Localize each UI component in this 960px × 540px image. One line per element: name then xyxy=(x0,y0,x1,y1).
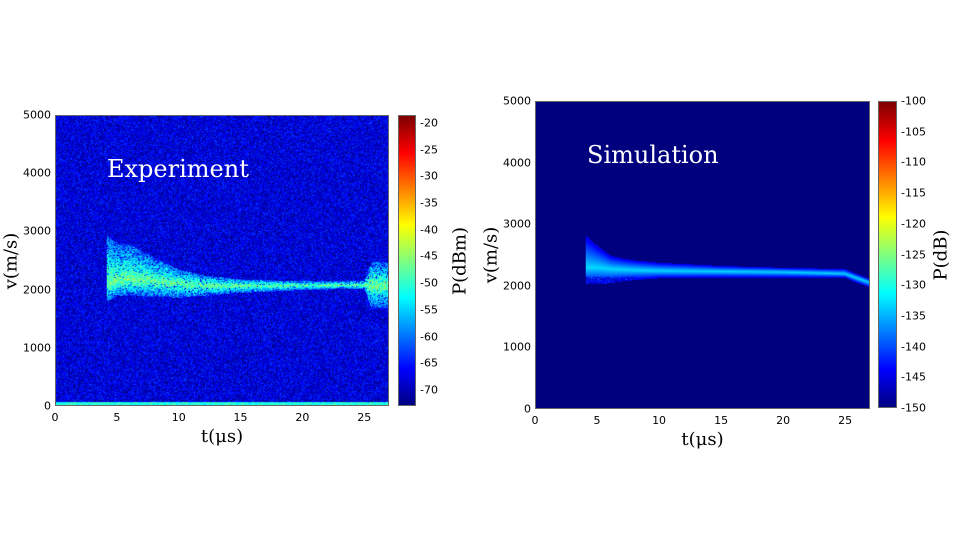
simulation-y-tick-label: 1000 xyxy=(503,340,531,354)
experiment-x-tick-label: 5 xyxy=(113,411,121,424)
simulation-colorbar-tick-label: -135 xyxy=(901,309,926,323)
simulation-colorbar-tick-label: -105 xyxy=(901,125,926,139)
simulation-x-tick-label: 20 xyxy=(776,414,791,427)
simulation-y-tick-label: 3000 xyxy=(503,217,531,231)
simulation-colorbar xyxy=(878,101,897,408)
experiment-y-tick-label: 0 xyxy=(44,399,51,413)
simulation-x-tick-label: 0 xyxy=(531,414,539,427)
simulation-colorbar-label: P(dB) xyxy=(930,229,952,280)
experiment-x-axis-label: t(μs) xyxy=(200,426,244,447)
experiment-colorbar-tick-label: -60 xyxy=(420,330,438,344)
simulation-heatmap xyxy=(535,101,870,409)
experiment-annotation: Experiment xyxy=(107,155,249,183)
experiment-colorbar-tick-label: -55 xyxy=(420,303,438,317)
simulation-colorbar-tick-label: -125 xyxy=(901,248,926,261)
experiment-colorbar-label: P(dBm) xyxy=(449,226,471,295)
simulation-colorbar-tick-label: -150 xyxy=(901,401,926,415)
experiment-x-tick-label: 25 xyxy=(357,411,372,424)
experiment-colorbar-tick-label: -45 xyxy=(420,249,438,263)
simulation-colorbar-tick-label: -130 xyxy=(901,278,926,292)
simulation-colorbar-tick-label: -120 xyxy=(901,217,926,231)
simulation-colorbar-tick-label: -140 xyxy=(901,340,926,354)
simulation-y-tick-label: 5000 xyxy=(503,94,531,108)
simulation-y-tick-label: 0 xyxy=(524,402,531,416)
simulation-x-tick-label: 10 xyxy=(652,414,667,427)
experiment-heatmap xyxy=(55,115,389,406)
experiment-y-tick-label: 3000 xyxy=(23,224,51,238)
simulation-colorbar-tick-label: -145 xyxy=(901,370,926,384)
experiment-x-tick-label: 10 xyxy=(171,411,186,424)
experiment-y-axis-label: v(m/s) xyxy=(0,232,22,289)
experiment-colorbar xyxy=(398,115,416,406)
simulation-colorbar-tick-label: -115 xyxy=(901,186,926,200)
experiment-colorbar-tick-label: -40 xyxy=(420,223,438,237)
experiment-colorbar-tick-label: -70 xyxy=(420,383,438,397)
experiment-y-tick-label: 4000 xyxy=(23,166,51,180)
simulation-x-tick-label: 25 xyxy=(838,414,853,427)
experiment-colorbar-tick-label: -20 xyxy=(420,116,438,130)
experiment-x-tick-label: 0 xyxy=(51,411,59,424)
simulation-y-axis-label: v(m/s) xyxy=(480,226,502,284)
experiment-x-tick-label: 20 xyxy=(295,411,310,424)
simulation-x-tick-label: 5 xyxy=(593,414,601,427)
experiment-y-tick-label: 2000 xyxy=(23,283,51,297)
simulation-colorbar-tick-label: -100 xyxy=(901,94,926,108)
simulation-y-tick-label: 4000 xyxy=(503,156,531,170)
experiment-colorbar-tick-label: -65 xyxy=(420,356,438,370)
experiment-colorbar-tick-label: -25 xyxy=(420,143,438,157)
experiment-y-tick-label: 5000 xyxy=(23,108,51,122)
experiment-colorbar-tick-label: -50 xyxy=(420,276,438,290)
simulation-annotation: Simulation xyxy=(587,141,719,169)
simulation-x-axis-label: t(μs) xyxy=(681,429,724,450)
experiment-x-tick-label: 15 xyxy=(233,411,248,424)
simulation-y-tick-label: 2000 xyxy=(503,279,531,293)
experiment-colorbar-tick-label: -35 xyxy=(420,196,438,210)
experiment-y-tick-label: 1000 xyxy=(23,341,51,355)
simulation-colorbar-tick-label: -110 xyxy=(901,155,926,169)
experiment-colorbar-tick-label: -30 xyxy=(420,169,438,183)
simulation-x-tick-label: 15 xyxy=(714,414,729,427)
